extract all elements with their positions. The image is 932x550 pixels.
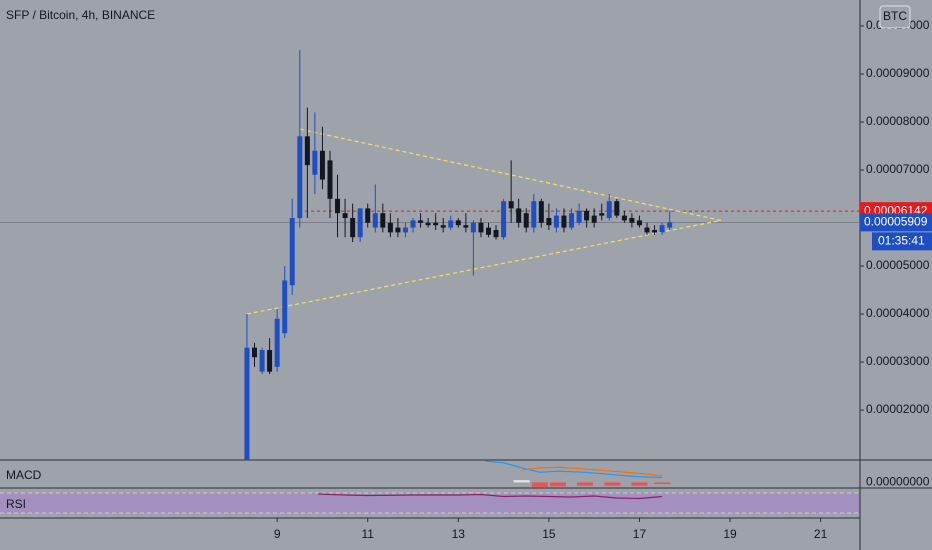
candle-body [614, 201, 620, 216]
x-tick-label: 17 [633, 527, 647, 541]
candle-body [395, 227, 401, 233]
candle-body [274, 318, 280, 367]
x-tick-label: 9 [274, 527, 281, 541]
x-tick-label: 13 [452, 527, 466, 541]
candle-body [606, 201, 612, 218]
macd-histogram-bar [631, 482, 648, 486]
panes [0, 492, 860, 514]
candle-body [486, 227, 492, 235]
candle-body [455, 220, 461, 226]
y-tick-label: 0.00003000 [866, 354, 930, 368]
candle-body [538, 201, 544, 223]
candle-body [418, 220, 424, 223]
candle-body [448, 220, 454, 228]
candle-body [591, 215, 597, 223]
candle-body [259, 350, 265, 372]
candle-body [342, 213, 348, 218]
candle-body [402, 227, 408, 233]
trendline [299, 128, 722, 221]
candle-body [644, 227, 650, 233]
candle-body [470, 222, 476, 233]
candle-body [319, 150, 325, 180]
candle-body [244, 347, 250, 460]
candle-body [667, 222, 673, 228]
candle-body [312, 150, 318, 175]
candle-body [440, 225, 446, 228]
candle-body [267, 350, 273, 372]
candle-body [569, 213, 575, 228]
trendline [246, 219, 722, 315]
candle-body [425, 222, 431, 226]
candle-body [599, 213, 605, 216]
candle-body [327, 160, 333, 199]
y-tick-label: 0.00009000 [866, 66, 930, 80]
candle-body [546, 217, 552, 226]
macd-tick-label: 0.00000000 [866, 475, 930, 489]
candle-body [561, 215, 567, 228]
candle-body [380, 213, 386, 228]
currency-button-label[interactable]: BTC [883, 9, 907, 23]
y-tick-label: 0.00002000 [866, 402, 930, 416]
candle-body [289, 217, 295, 286]
candle-body [516, 208, 522, 223]
candle-body [652, 230, 658, 233]
macd-histogram-bar [549, 482, 566, 487]
x-tick-label: 19 [723, 527, 737, 541]
y-tick-label: 0.00008000 [866, 114, 930, 128]
macd-histogram-bar [604, 482, 621, 486]
macd-histogram-bar [531, 482, 548, 487]
candle-body [629, 217, 635, 223]
rsi-label: RSI [6, 497, 26, 511]
candle-body [636, 220, 642, 226]
candle-body [335, 198, 341, 214]
candle-body [508, 201, 514, 209]
macd-histogram-bar [654, 482, 671, 485]
y-tick-label: 0.00005000 [866, 258, 930, 272]
candle-body [584, 210, 590, 221]
currency-button[interactable] [879, 5, 911, 29]
candle-body [523, 213, 529, 228]
macd-histogram-bar [577, 482, 594, 486]
macd-line [485, 460, 663, 478]
candle-body [304, 136, 310, 166]
candle-body [478, 222, 484, 233]
candle-body [410, 220, 416, 228]
rsi-line [317, 493, 663, 500]
candle-body [659, 225, 665, 233]
signal-line [521, 466, 663, 477]
last-price-box [860, 213, 932, 232]
countdown: 01:35:41 [878, 234, 925, 248]
chart-title: SFP / Bitcoin, 4h, BINANCE [6, 8, 155, 22]
rsi-band [0, 493, 860, 513]
candle-body [463, 225, 469, 228]
countdown-box [872, 232, 932, 251]
candle-body [387, 222, 393, 233]
candle-body [433, 222, 439, 226]
candle-body [576, 210, 582, 223]
candle-body [621, 215, 627, 221]
candle-body [357, 208, 363, 238]
candle-body [282, 280, 288, 334]
x-tick-label: 21 [814, 527, 828, 541]
candle-body [365, 208, 371, 223]
candle-body [501, 201, 507, 238]
y-tick-label: 0.00007000 [866, 162, 930, 176]
y-tick-label: 0.00004000 [866, 306, 930, 320]
candle-body [553, 215, 559, 228]
x-tick-label: 15 [542, 527, 556, 541]
x-tick-label: 11 [361, 527, 374, 541]
candle-body [297, 136, 303, 218]
macd-label: MACD [6, 468, 42, 482]
macd-histogram-bar [513, 480, 530, 483]
candle-body [531, 201, 537, 228]
last-price-label: 0.00005909 [864, 215, 928, 229]
candle-body [350, 217, 356, 238]
candle-body [372, 213, 378, 228]
candle-body [252, 347, 258, 358]
candle-body [493, 230, 499, 238]
